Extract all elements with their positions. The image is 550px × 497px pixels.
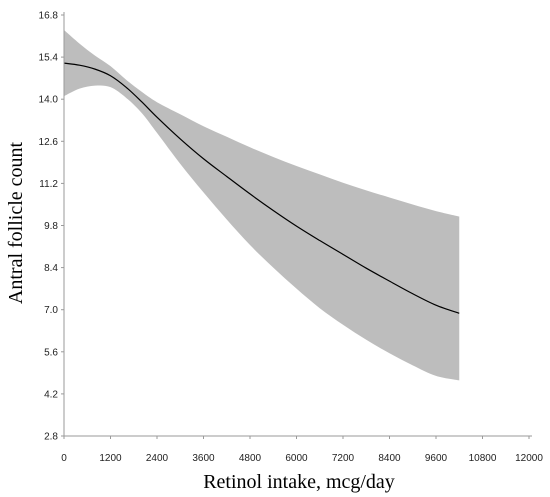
x-tick-label: 4800 (239, 453, 262, 464)
y-tick-label: 5.6 (44, 347, 58, 358)
x-axis-label: Retinol intake, mcg/day (203, 471, 395, 493)
y-axis-label: Antral follicle count (5, 141, 27, 304)
x-tick-label: 10800 (469, 453, 497, 464)
x-tick-label: 7200 (332, 453, 355, 464)
y-tick-label: 15.4 (39, 53, 59, 64)
y-tick-label: 9.8 (44, 221, 58, 232)
x-tick-label: 12000 (515, 453, 543, 464)
y-tick-label: 2.8 (44, 432, 58, 443)
y-tick-label: 4.2 (44, 389, 58, 400)
y-tick-label: 7.0 (44, 305, 58, 316)
y-tick-label: 12.6 (39, 137, 59, 148)
confidence-band (64, 30, 460, 381)
y-tick-label: 14.0 (39, 95, 59, 106)
x-tick-label: 0 (61, 453, 67, 464)
x-tick-label: 6000 (285, 453, 308, 464)
x-tick-label: 8400 (378, 453, 401, 464)
x-tick-label: 1200 (99, 453, 122, 464)
x-tick-label: 9600 (425, 453, 448, 464)
y-tick-label: 8.4 (44, 263, 58, 274)
x-tick-label: 3600 (192, 453, 215, 464)
x-tick-label: 2400 (146, 453, 169, 464)
y-tick-label: 11.2 (39, 179, 58, 190)
y-tick-label: 16.8 (39, 11, 59, 22)
estimate-line (63, 62, 460, 314)
